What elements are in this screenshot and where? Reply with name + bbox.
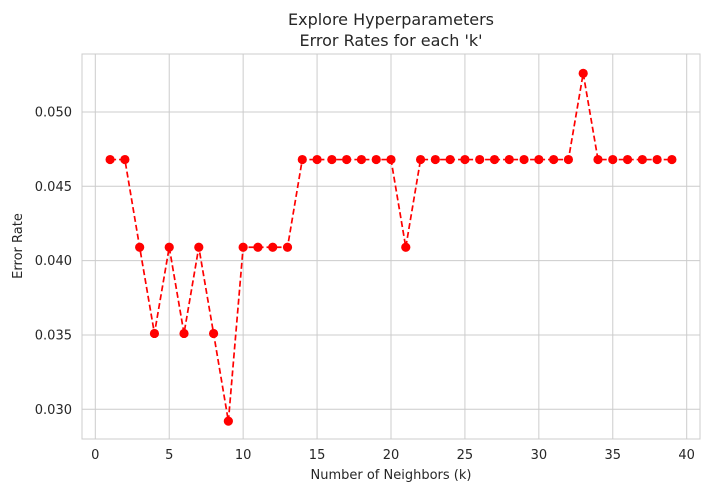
x-tick-label: 5 [165,448,173,463]
data-point [504,154,514,165]
data-point [652,154,662,165]
data-point [327,154,337,165]
x-tick-label: 0 [91,448,99,463]
data-point [637,154,647,165]
data-point [356,154,367,165]
y-tick-label: 0.050 [35,105,72,120]
data-point [105,154,115,165]
data-point [430,154,440,165]
plot-area [81,53,701,440]
data-point [120,154,130,165]
data-point [268,242,278,252]
data-point [386,154,396,165]
data-point [460,154,470,165]
data-point [519,154,529,165]
data-point [342,154,352,165]
data-point [667,154,677,165]
y-tick-label: 0.035 [35,328,72,343]
data-point [164,242,174,252]
data-point [297,154,307,165]
data-point [578,68,588,78]
data-point [475,154,485,165]
y-tick-label: 0.040 [35,254,72,269]
data-point [622,154,633,165]
chart-subtitle: Error Rates for each 'k' [299,31,482,50]
data-point [135,242,145,252]
data-point [223,416,233,426]
data-point [401,242,411,252]
x-tick-label: 20 [383,448,400,463]
data-point [489,154,500,165]
x-tick-label: 10 [235,448,252,463]
data-point [534,154,544,165]
x-tick-label: 15 [309,448,326,463]
data-point [282,242,293,252]
grid [82,54,700,439]
y-tick-label: 0.030 [35,403,72,418]
x-tick-label: 30 [531,448,548,463]
data-point [549,154,559,165]
y-axis-label: Error Rate [11,213,26,279]
data-point [593,154,603,165]
data-point [194,242,204,252]
data-point [371,154,381,165]
x-tick-label: 25 [457,448,474,463]
data-point [253,242,263,252]
x-tick-label: 40 [678,448,695,463]
data-point [238,242,248,252]
data-point [312,154,322,165]
chart-title: Explore Hyperparameters [288,10,494,29]
data-point [445,154,455,165]
x-tick-label: 35 [604,448,621,463]
data-point [179,328,189,339]
data-point [208,328,219,339]
series [105,68,677,426]
data-point [415,154,426,165]
tick-labels: 0 5 10 15 20 25 30 35 40 0.030 0.035 0.040 0.045 0.05… [35,105,695,463]
data-point [149,328,160,339]
y-tick-label: 0.045 [35,180,72,195]
x-axis-label: Number of Neighbors (k) [311,468,472,483]
data-point [608,154,618,165]
data-point [563,154,574,165]
